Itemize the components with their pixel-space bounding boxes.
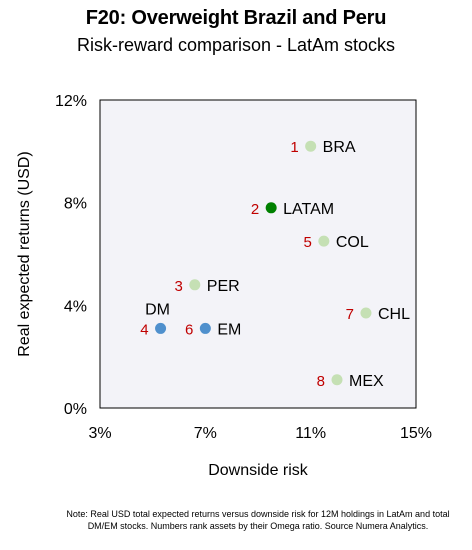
data-point-em: 6 EM (185, 321, 241, 338)
x-tick-label: 3% (88, 425, 111, 442)
chart-title: F20: Overweight Brazil and Peru (85, 7, 387, 29)
rank-label: 6 (185, 321, 193, 338)
x-tick-label: 15% (400, 425, 432, 442)
x-axis-label: Downside risk (208, 462, 309, 479)
point-marker (331, 374, 343, 386)
y-tick-label: 4% (64, 298, 87, 315)
data-point-col: 5 COL (303, 234, 368, 251)
rank-label: 7 (346, 306, 354, 323)
data-point-chl: 7 CHL (346, 306, 410, 323)
rank-label: 8 (317, 373, 325, 390)
x-tick-label: 11% (295, 425, 326, 442)
rank-label: 4 (140, 321, 148, 338)
x-tick-label: 7% (194, 425, 217, 442)
point-marker (265, 202, 277, 214)
footnote: Note: Real USD total expected returns ve… (66, 509, 450, 531)
point-label: MEX (349, 373, 384, 390)
chart-subtitle: Risk-reward comparison - LatAm stocks (76, 35, 396, 55)
rank-label: 3 (174, 278, 182, 295)
data-point-latam: 2 LATAM (251, 201, 334, 218)
point-marker (305, 140, 317, 152)
point-label: LATAM (283, 201, 334, 218)
point-marker (318, 235, 330, 247)
point-label: BRA (323, 139, 356, 156)
plot-area (99, 99, 417, 409)
point-label: DM (145, 301, 170, 318)
point-label: COL (336, 234, 369, 251)
y-tick-label: 0% (64, 401, 87, 418)
x-axis-ticks: 3% 7% 11% 15% (88, 425, 432, 442)
y-tick-label: 12% (55, 93, 87, 110)
scatter-chart: 0% 4% 8% 12% 3% 7% 11% 15% 1 BRA 2 LATAM 3 PER 4 DM 5 C… (16, 93, 432, 479)
point-marker (155, 322, 167, 334)
point-marker (360, 307, 372, 319)
rank-label: 1 (290, 139, 298, 156)
rank-label: 2 (251, 201, 259, 218)
point-marker (189, 279, 201, 291)
point-label: CHL (378, 306, 410, 323)
data-point-mex: 8 MEX (317, 373, 384, 390)
y-axis-ticks: 0% 4% 8% 12% (55, 93, 87, 418)
point-marker (199, 322, 211, 334)
y-axis-label: Real expected returns (USD) (16, 151, 33, 356)
point-label: PER (207, 278, 240, 295)
y-tick-label: 8% (64, 196, 87, 213)
data-point-dm: 4 DM (140, 301, 170, 338)
rank-label: 5 (303, 234, 311, 251)
data-points: 1 BRA 2 LATAM 3 PER 4 DM 5 COL 6 EM 7 CHL 8 MEX (140, 139, 410, 390)
point-label: EM (217, 321, 241, 338)
data-point-bra: 1 BRA (290, 139, 356, 156)
data-point-per: 3 PER (174, 278, 239, 295)
